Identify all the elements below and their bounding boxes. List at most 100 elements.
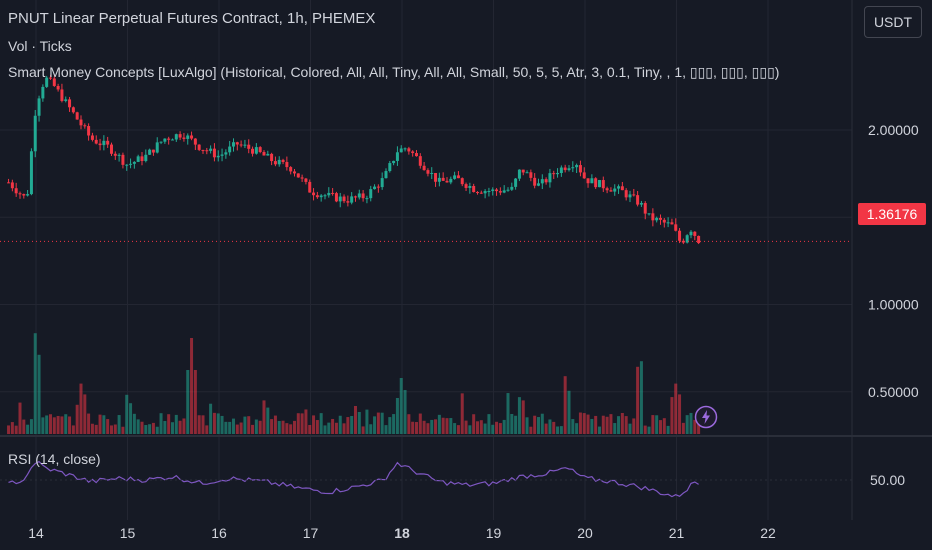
candle-body xyxy=(216,155,220,158)
candle-body xyxy=(79,119,83,126)
candle-body xyxy=(597,180,601,188)
volume-bar xyxy=(658,420,662,434)
volume-bar xyxy=(212,412,216,434)
volume-bar xyxy=(411,421,415,434)
volume-bar xyxy=(506,393,510,434)
candle-body xyxy=(254,147,258,154)
volume-bar xyxy=(64,414,68,434)
volume-bar xyxy=(220,415,224,434)
candle-body xyxy=(342,196,346,202)
candle-body xyxy=(270,153,274,162)
candle-body xyxy=(144,154,148,162)
volume-bar xyxy=(117,415,121,434)
candle-body xyxy=(106,140,110,145)
candle-body xyxy=(174,134,178,140)
volume-bar xyxy=(666,425,670,434)
volume-bar xyxy=(285,423,289,434)
volume-bar xyxy=(628,423,632,434)
last-price-label: 1.36176 xyxy=(858,203,926,225)
candle-body xyxy=(266,153,270,156)
volume-bar xyxy=(224,421,228,434)
candle-body xyxy=(48,77,52,79)
candle-body xyxy=(277,159,281,165)
volume-bar xyxy=(346,417,350,434)
chart-title: PNUT Linear Perpetual Futures Contract, … xyxy=(8,10,376,27)
volume-bar xyxy=(186,370,190,434)
volume-bar xyxy=(350,416,354,434)
candle-body xyxy=(312,192,316,196)
candle-body xyxy=(323,195,327,197)
volume-bar xyxy=(510,413,514,434)
candle-body xyxy=(212,148,216,158)
lightning-icon[interactable] xyxy=(694,405,718,429)
candle-body xyxy=(327,192,331,196)
volume-bar xyxy=(430,419,434,434)
candle-body xyxy=(380,178,384,188)
volume-bar xyxy=(270,419,274,434)
volume-bar xyxy=(426,423,430,434)
volume-bar xyxy=(37,354,41,434)
rsi-pane xyxy=(0,460,852,498)
candle-body xyxy=(681,240,685,243)
volume-bar xyxy=(353,406,357,434)
volume-bar xyxy=(647,426,651,434)
volume-bar xyxy=(609,414,613,434)
volume-bar xyxy=(68,416,72,434)
candle-body xyxy=(22,194,26,196)
candle-body xyxy=(678,230,682,241)
candle-body xyxy=(247,144,251,149)
candle-body xyxy=(129,163,133,165)
candle-body xyxy=(658,217,662,220)
candle-body xyxy=(510,186,514,190)
volume-bar xyxy=(620,413,624,434)
candle-body xyxy=(18,193,22,195)
volume-bar xyxy=(403,390,407,434)
volume-bar xyxy=(14,425,18,434)
candle-body xyxy=(125,164,129,166)
candle-body xyxy=(304,178,308,182)
candles xyxy=(7,74,701,245)
candle-body xyxy=(64,99,68,101)
volume-bar xyxy=(7,425,11,434)
volume-bar xyxy=(674,383,678,434)
volume-bar xyxy=(197,415,201,434)
candle-body xyxy=(334,193,338,202)
candle-body xyxy=(239,144,243,146)
candle-body xyxy=(468,185,472,188)
volume-legend[interactable]: Vol · Ticks xyxy=(8,38,72,54)
volume-bar xyxy=(483,423,487,434)
volume-bar xyxy=(689,412,693,434)
volume-bar xyxy=(266,407,270,434)
candle-body xyxy=(7,182,11,184)
candle-body xyxy=(456,175,460,179)
volume-bar xyxy=(342,423,346,434)
candle-body xyxy=(45,77,49,87)
time-tick-label: 19 xyxy=(486,525,502,541)
candle-body xyxy=(624,190,628,198)
volume-bar xyxy=(231,418,235,434)
volume-bar xyxy=(624,416,628,434)
volume-bar xyxy=(651,415,655,434)
candle-body xyxy=(132,161,136,164)
volume-bar xyxy=(594,415,598,434)
candle-body xyxy=(426,170,430,174)
candle-body xyxy=(517,169,521,179)
volume-bar xyxy=(395,398,399,434)
candle-body xyxy=(472,185,476,193)
candle-body xyxy=(395,152,399,161)
candle-body xyxy=(193,138,197,145)
indicator-legend[interactable]: Smart Money Concepts [LuxAlgo] (Historic… xyxy=(8,64,780,80)
rsi-legend[interactable]: RSI (14, close) xyxy=(8,451,101,467)
currency-button[interactable]: USDT xyxy=(864,6,922,38)
candle-body xyxy=(186,135,190,139)
volume-bar xyxy=(319,413,323,434)
volume-bar xyxy=(529,426,533,434)
candle-body xyxy=(350,196,354,203)
candle-body xyxy=(392,160,396,164)
volume-bar xyxy=(71,425,75,434)
candle-body xyxy=(487,190,491,192)
volume-bar xyxy=(308,425,312,434)
volume-bar xyxy=(201,415,205,434)
volume-bar xyxy=(83,394,87,434)
